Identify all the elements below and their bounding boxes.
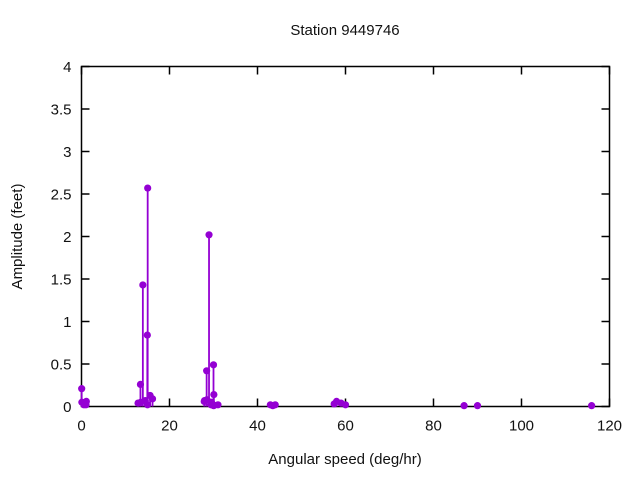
x-tick-label: 40 bbox=[249, 418, 266, 435]
y-tick-label: 2 bbox=[63, 229, 71, 246]
x-axis-label: Angular speed (deg/hr) bbox=[268, 451, 421, 468]
data-point-M8 bbox=[588, 402, 596, 410]
data-point-K2 bbox=[210, 391, 218, 399]
data-point-M2 bbox=[205, 231, 213, 239]
data-point-MF bbox=[82, 397, 90, 405]
x-tick-label: 80 bbox=[425, 418, 442, 435]
data-point-K1 bbox=[144, 184, 152, 192]
x-tick-label: 20 bbox=[161, 418, 178, 435]
data-point-S4 bbox=[341, 401, 350, 409]
data-point-M6 bbox=[460, 402, 468, 410]
y-tick-label: 0.5 bbox=[51, 357, 72, 374]
x-tick-label: 100 bbox=[509, 418, 534, 435]
y-tick-label: 2.5 bbox=[51, 187, 72, 204]
plot-area: 0 20 40 60 80 100 120 0 0.5 1 1.5 2 2.5 3 3.5 4 bbox=[51, 59, 622, 435]
chart-title: Station 9449746 bbox=[290, 22, 399, 39]
y-axis-label: Amplitude (feet) bbox=[9, 184, 26, 290]
x-tick-label: 0 bbox=[77, 418, 85, 435]
y-tick-label: 1 bbox=[63, 314, 71, 331]
y-tick-label: 0 bbox=[63, 399, 71, 416]
x-tick-label: 120 bbox=[597, 418, 622, 435]
data-point-O1 bbox=[139, 281, 147, 289]
x-tick-label: 60 bbox=[337, 418, 354, 435]
y-tick-label: 1.5 bbox=[51, 272, 72, 289]
data-point-OO1 bbox=[148, 395, 157, 403]
y-tick-label: 3 bbox=[63, 144, 71, 161]
data-point-S2 bbox=[209, 361, 218, 369]
data-point-2SM2 bbox=[214, 401, 222, 409]
data-point-S6 bbox=[473, 402, 482, 410]
y-tick-label: 3.5 bbox=[51, 102, 72, 119]
y-tick-label: 4 bbox=[63, 59, 71, 76]
data-point-MK3 bbox=[271, 401, 279, 409]
data-point-SA bbox=[78, 385, 86, 393]
plot-border bbox=[80, 65, 611, 408]
